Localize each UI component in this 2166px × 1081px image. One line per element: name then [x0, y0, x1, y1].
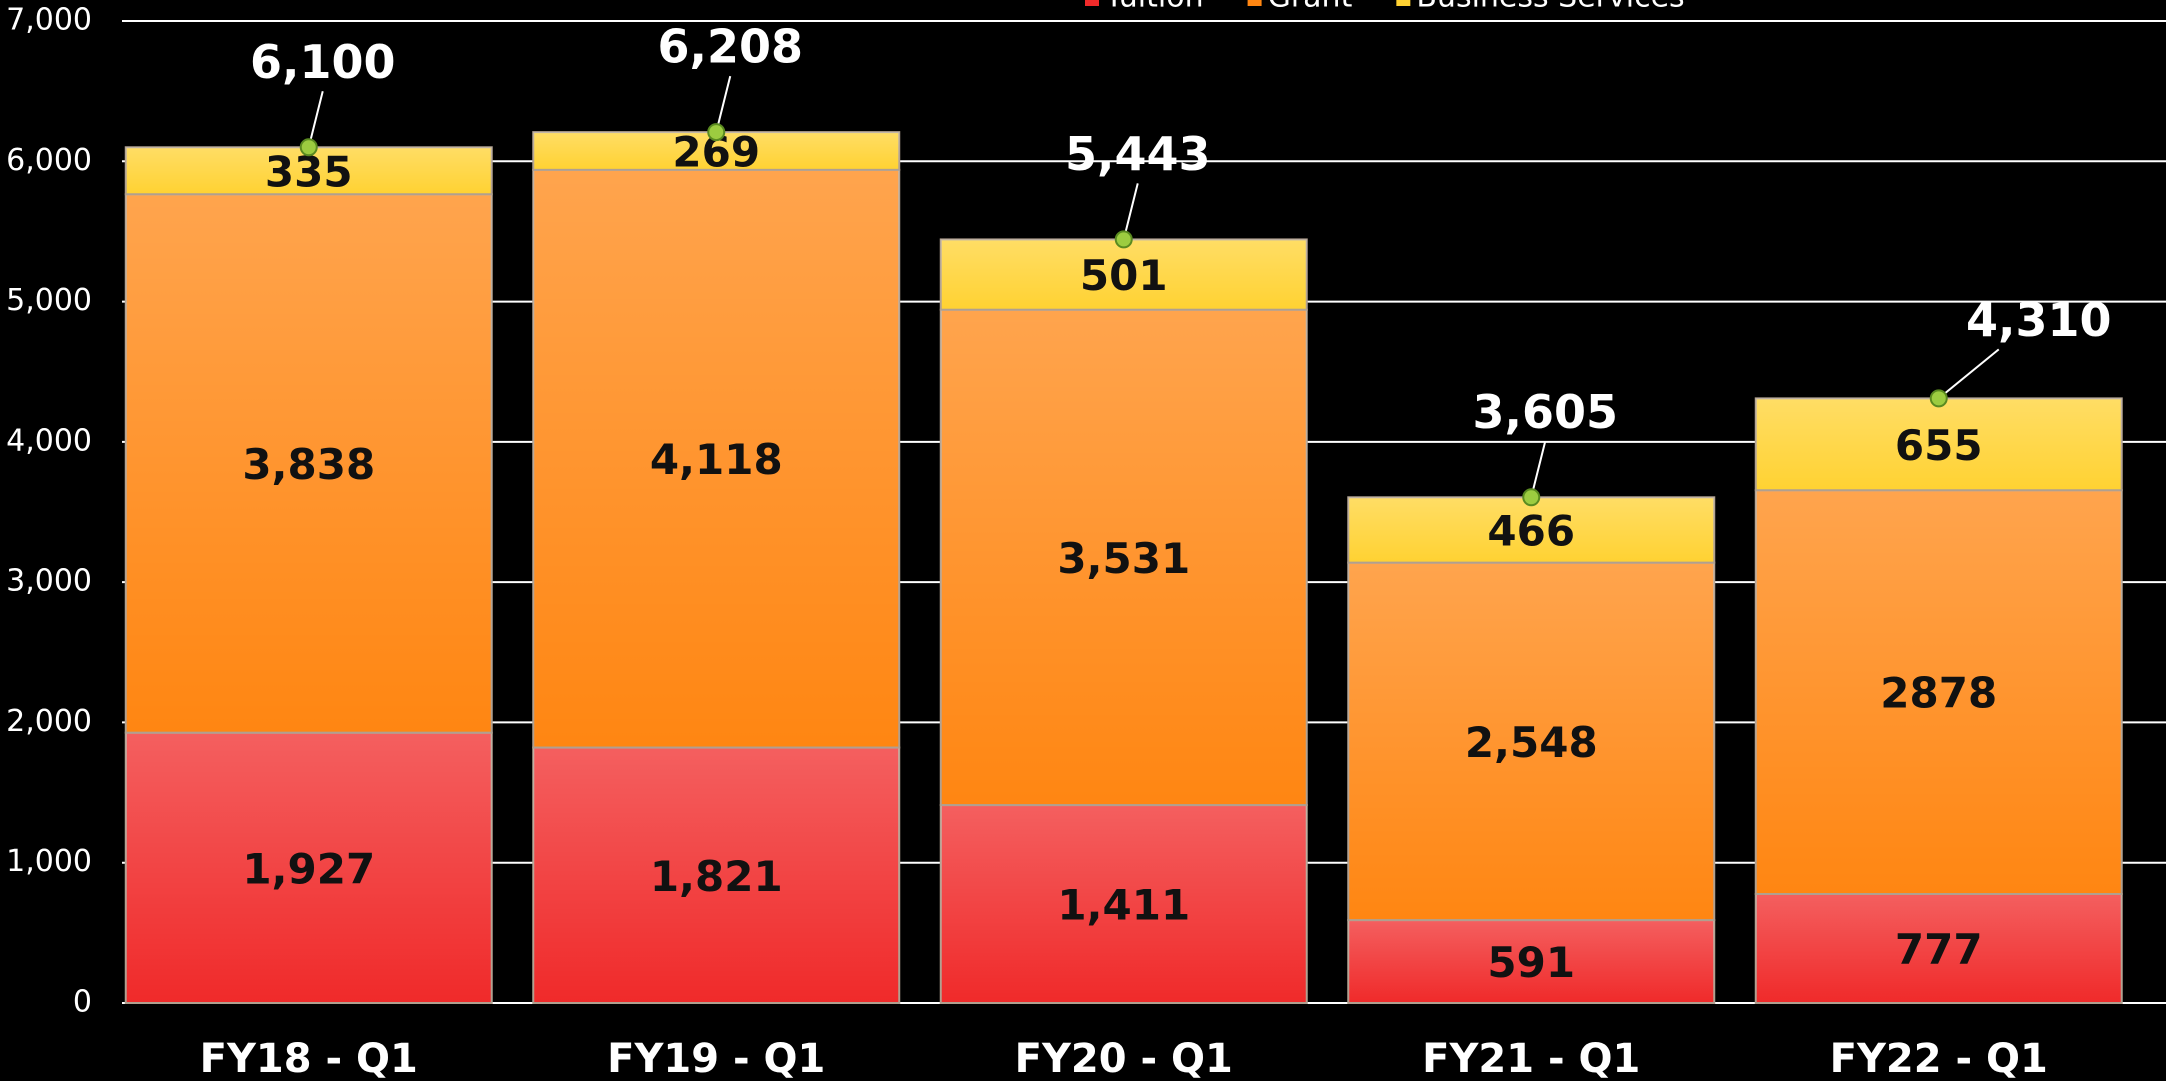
legend-swatch — [1247, 0, 1262, 6]
bar-segment-group — [939, 238, 1308, 311]
bar-segment-group — [1347, 496, 1716, 564]
value-label: 655 — [1895, 421, 1983, 470]
total-marker — [707, 123, 726, 142]
total-label: 6,100 — [250, 35, 396, 89]
value-label: 1,821 — [650, 852, 783, 901]
value-label: 466 — [1487, 506, 1575, 555]
y-tick-label: 4,000 — [6, 423, 92, 458]
x-tick-label: FY19 - Q1 — [607, 1036, 825, 1081]
y-tick-label: 2,000 — [6, 704, 92, 739]
bar-segment-group — [124, 146, 493, 196]
total-label: 5,443 — [1065, 127, 1211, 181]
total-leader — [1122, 183, 1139, 240]
bar-shine — [533, 169, 900, 748]
total-label: 3,605 — [1472, 385, 1618, 439]
total-leader — [1938, 348, 2000, 400]
bar-segment-group — [1754, 397, 2123, 492]
bar-shine — [125, 194, 492, 733]
bar-shine — [1348, 562, 1715, 921]
value-label: 1,927 — [242, 844, 375, 893]
bar-shine — [125, 732, 492, 1003]
bar-segment-group — [1754, 489, 2123, 895]
legend-label: Business Services — [1416, 0, 1684, 15]
bar-shine — [940, 309, 1307, 806]
y-tick-label: 6,000 — [6, 143, 92, 178]
value-label: 2,548 — [1465, 718, 1598, 767]
value-label: 3,838 — [242, 440, 375, 489]
bar-segment-group — [124, 193, 493, 734]
bar-shine — [1348, 497, 1715, 563]
x-tick-label: FY18 - Q1 — [200, 1036, 418, 1081]
value-label: 3,531 — [1057, 534, 1190, 583]
legend-label: Grant — [1268, 0, 1353, 15]
value-label: 501 — [1080, 251, 1168, 300]
bar-shine — [533, 747, 900, 1003]
y-tick-label: 5,000 — [6, 283, 92, 318]
total-leader — [307, 91, 324, 148]
total-marker — [299, 138, 318, 157]
x-tick-label: FY22 - Q1 — [1830, 1036, 2048, 1081]
bar-shine — [1755, 398, 2122, 491]
legend-label: Tuition — [1104, 0, 1204, 15]
total-leader — [715, 75, 732, 133]
total-marker — [1929, 389, 1948, 408]
x-tick-label: FY21 - Q1 — [1422, 1036, 1640, 1081]
total-marker — [1114, 230, 1133, 249]
value-label: 591 — [1487, 938, 1575, 987]
bar-segment-group — [1347, 919, 1716, 1004]
value-label: 1,411 — [1057, 881, 1190, 930]
legend-swatch — [1396, 0, 1411, 6]
bar-shine — [940, 239, 1307, 310]
bar-segment-group — [939, 308, 1308, 807]
value-label: 777 — [1895, 925, 1983, 974]
legend-swatch — [1085, 0, 1099, 6]
bar-shine — [1755, 490, 2122, 894]
bar-segment-group — [1754, 892, 2123, 1004]
bar-shine — [1348, 920, 1715, 1003]
bar-shine — [940, 805, 1307, 1003]
y-tick-label: 7,000 — [6, 3, 92, 38]
value-label: 2878 — [1880, 669, 1997, 718]
value-label: 4,118 — [650, 435, 783, 484]
y-tick-label: 0 — [73, 985, 92, 1020]
bar-segment-group — [939, 804, 1308, 1005]
total-marker — [1522, 488, 1541, 507]
bar-segment-group — [124, 731, 493, 1004]
bar-segment-group — [1347, 561, 1716, 922]
bar-shine — [1755, 893, 2122, 1003]
x-tick-label: FY20 - Q1 — [1015, 1036, 1233, 1081]
y-tick-label: 3,000 — [6, 564, 92, 599]
total-label: 6,208 — [657, 20, 803, 74]
bar-segment-group — [532, 168, 901, 749]
y-tick-label: 1,000 — [6, 844, 92, 879]
total-label: 4,310 — [1966, 293, 2112, 347]
total-leader — [1530, 441, 1547, 498]
